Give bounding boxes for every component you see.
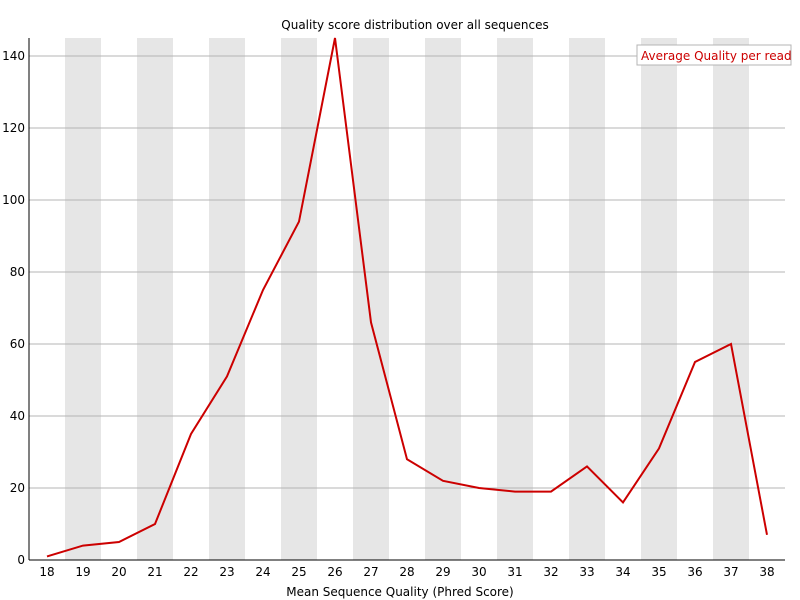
x-tick-label-19: 19 bbox=[75, 565, 90, 579]
data-point-22 bbox=[190, 433, 192, 435]
data-point-37 bbox=[730, 343, 732, 345]
x-tick-label-27: 27 bbox=[363, 565, 378, 579]
x-tick-label-33: 33 bbox=[579, 565, 594, 579]
x-tick-label-25: 25 bbox=[291, 565, 306, 579]
data-point-25 bbox=[298, 221, 300, 223]
y-tick-label-60: 60 bbox=[10, 337, 25, 351]
x-tick-label-32: 32 bbox=[543, 565, 558, 579]
x-tick-label-22: 22 bbox=[183, 565, 198, 579]
data-point-30 bbox=[478, 487, 480, 489]
band-23 bbox=[209, 38, 245, 560]
data-point-33 bbox=[586, 465, 588, 467]
band-27 bbox=[353, 38, 389, 560]
x-tick-label-28: 28 bbox=[399, 565, 414, 579]
legend-label: Average Quality per read bbox=[641, 49, 792, 63]
data-point-35 bbox=[658, 447, 660, 449]
x-tick-label-36: 36 bbox=[687, 565, 702, 579]
data-point-21 bbox=[154, 523, 156, 525]
data-point-34 bbox=[622, 501, 624, 503]
data-point-23 bbox=[226, 375, 228, 377]
y-tick-label-20: 20 bbox=[10, 481, 25, 495]
band-37 bbox=[713, 38, 749, 560]
band-31 bbox=[497, 38, 533, 560]
x-tick-label-26: 26 bbox=[327, 565, 342, 579]
y-tick-label-40: 40 bbox=[10, 409, 25, 423]
x-tick-label-37: 37 bbox=[723, 565, 738, 579]
band-21 bbox=[137, 38, 173, 560]
x-tick-label-34: 34 bbox=[615, 565, 630, 579]
y-tick-label-100: 100 bbox=[2, 193, 25, 207]
data-point-27 bbox=[370, 321, 372, 323]
x-axis-title: Mean Sequence Quality (Phred Score) bbox=[286, 585, 514, 599]
legend-box bbox=[636, 44, 792, 66]
data-point-26 bbox=[334, 37, 336, 39]
x-tick-label-30: 30 bbox=[471, 565, 486, 579]
y-tick-label-120: 120 bbox=[2, 121, 25, 135]
x-tick-label-18: 18 bbox=[39, 565, 54, 579]
data-point-31 bbox=[514, 491, 516, 493]
series-line-0 bbox=[46, 37, 768, 558]
data-point-36 bbox=[694, 361, 696, 363]
series-layer bbox=[46, 37, 768, 558]
band-35 bbox=[641, 38, 677, 560]
band-19 bbox=[65, 38, 101, 560]
data-point-24 bbox=[262, 289, 264, 291]
chart-title: Quality score distribution over all sequ… bbox=[281, 18, 548, 32]
x-tick-label-31: 31 bbox=[507, 565, 522, 579]
y-tick-label-140: 140 bbox=[2, 49, 25, 63]
x-tick-label-23: 23 bbox=[219, 565, 234, 579]
legend: Average Quality per read bbox=[636, 44, 792, 66]
axes bbox=[28, 38, 785, 561]
y-tick-labels: 0 20 40 60 80 100 120 140 bbox=[2, 49, 25, 567]
data-point-20 bbox=[118, 541, 120, 543]
data-point-19 bbox=[82, 545, 84, 547]
data-point-18 bbox=[46, 555, 48, 557]
band-25 bbox=[281, 38, 317, 560]
x-tick-label-20: 20 bbox=[111, 565, 126, 579]
y-tick-label-80: 80 bbox=[10, 265, 25, 279]
x-tick-labels: 18 19 20 21 22 23 24 25 26 27 28 29 30 31 32 33 34 35 36 37… bbox=[39, 565, 774, 579]
x-tick-label-29: 29 bbox=[435, 565, 450, 579]
y-tick-label-0: 0 bbox=[17, 553, 25, 567]
data-point-32 bbox=[550, 491, 552, 493]
data-point-28 bbox=[406, 458, 408, 460]
x-tick-label-35: 35 bbox=[651, 565, 666, 579]
band-33 bbox=[569, 38, 605, 560]
x-tick-label-24: 24 bbox=[255, 565, 270, 579]
x-tick-label-21: 21 bbox=[147, 565, 162, 579]
alternating-bands bbox=[65, 38, 749, 560]
x-tick-label-38: 38 bbox=[759, 565, 774, 579]
data-point-38 bbox=[766, 534, 768, 536]
data-point-29 bbox=[442, 480, 444, 482]
